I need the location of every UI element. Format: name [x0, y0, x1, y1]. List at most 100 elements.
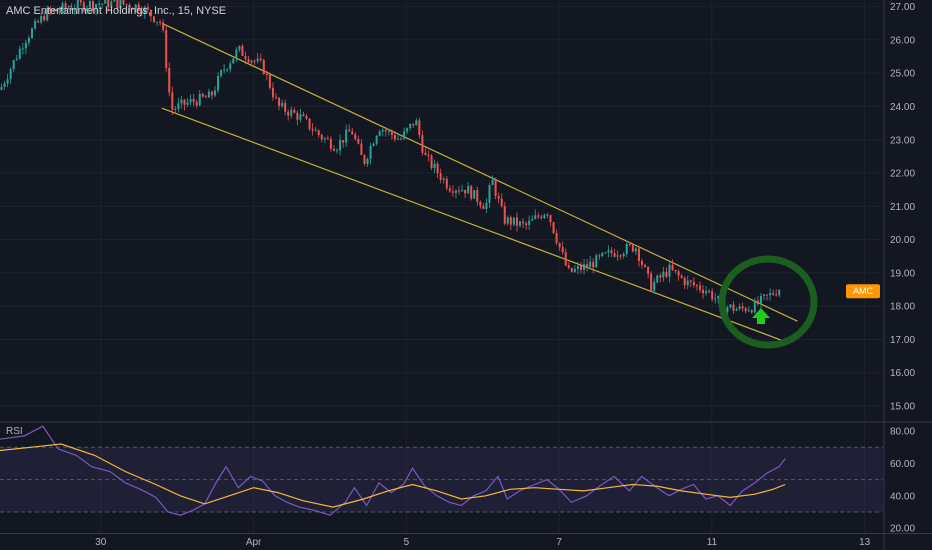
- candle-body: [601, 252, 604, 257]
- candle-body: [522, 221, 525, 224]
- candle-body: [128, 4, 131, 9]
- candle-body: [171, 92, 174, 110]
- candle-body: [250, 60, 253, 63]
- candle-body: [339, 140, 342, 151]
- candle-body: [290, 109, 293, 116]
- candle-body: [131, 8, 134, 10]
- candle-body: [119, 0, 122, 9]
- candle-body: [125, 4, 128, 6]
- candle-body: [497, 196, 500, 199]
- candle-body: [12, 60, 15, 70]
- candle-body: [9, 69, 12, 80]
- candle-body: [15, 58, 18, 61]
- candle-body: [451, 191, 454, 193]
- candle-body: [442, 178, 445, 180]
- candle-body: [515, 217, 518, 226]
- candle-body: [6, 79, 9, 84]
- candle-body: [275, 97, 277, 99]
- candle-body: [314, 130, 317, 132]
- candle-body: [637, 248, 640, 262]
- candle-body: [485, 202, 488, 209]
- price-tick-label: 25.00: [890, 69, 915, 80]
- candle-body: [686, 280, 689, 286]
- candle-body: [180, 99, 183, 104]
- rsi-tick-label: 40.00: [890, 491, 915, 502]
- candle-body: [357, 138, 360, 144]
- price-tick-label: 17.00: [890, 335, 915, 346]
- candle-body: [168, 67, 171, 93]
- up-arrow-icon: [752, 308, 770, 324]
- candle-body: [573, 268, 576, 272]
- candle-body: [256, 58, 259, 62]
- candle-body: [226, 69, 229, 71]
- candle-body: [369, 146, 372, 159]
- candle-body: [387, 130, 390, 132]
- rsi-tick-label: 80.00: [890, 427, 915, 438]
- candle-body: [381, 129, 384, 132]
- candle-body: [482, 205, 485, 209]
- candle-body: [210, 91, 213, 96]
- candle-body: [552, 222, 555, 234]
- candle-body: [698, 285, 701, 290]
- price-tick-label: 18.00: [890, 302, 915, 313]
- price-tick-label: 24.00: [890, 102, 915, 113]
- candle-body: [537, 215, 540, 217]
- candle-body: [110, 1, 113, 8]
- candle-body: [528, 220, 531, 226]
- candle-body: [415, 120, 418, 126]
- candle-body: [705, 290, 708, 294]
- candle-body: [46, 8, 49, 21]
- candle-body: [458, 190, 460, 192]
- candle-body: [427, 155, 430, 157]
- candle-body: [40, 15, 43, 23]
- candle-body: [543, 214, 546, 219]
- candle-body: [540, 216, 543, 219]
- channel-upper-line: [161, 22, 798, 322]
- candle-body: [384, 129, 387, 132]
- rsi-label: RSI: [6, 426, 23, 437]
- candle-body: [207, 91, 210, 98]
- candle-body: [592, 261, 595, 268]
- candle-body: [332, 148, 335, 151]
- candle-body: [363, 155, 366, 164]
- candle-body: [58, 10, 61, 12]
- candle-body: [153, 16, 155, 22]
- candle-body: [680, 275, 683, 278]
- candle-body: [595, 255, 598, 268]
- price-tick-label: 20.00: [890, 235, 915, 246]
- candle-body: [766, 294, 769, 296]
- candle-body: [156, 21, 159, 23]
- x-tick-label: 11: [707, 537, 718, 548]
- price-channel: [161, 22, 798, 344]
- rsi-ma-line: [0, 443, 786, 508]
- candle-body: [244, 55, 247, 60]
- candle-body: [622, 253, 625, 257]
- candle-body: [18, 48, 21, 59]
- candle-body: [198, 93, 201, 106]
- candle-body: [403, 131, 406, 139]
- x-tick-label: 30: [95, 537, 107, 548]
- candle-body: [473, 190, 476, 199]
- candle-body: [79, 0, 82, 3]
- candle-body: [625, 243, 628, 254]
- candle-body: [750, 310, 753, 313]
- x-tick-label: 5: [404, 537, 410, 548]
- candle-body: [589, 261, 592, 268]
- candle-body: [586, 264, 589, 268]
- candle-body: [278, 97, 281, 106]
- price-tick-label: 22.00: [890, 169, 915, 180]
- candle-body: [134, 4, 137, 10]
- candle-body: [140, 10, 143, 14]
- candle-body: [689, 280, 692, 282]
- x-tick-label: Apr: [246, 537, 262, 548]
- candle-body: [708, 290, 711, 292]
- candle-body: [238, 45, 241, 50]
- candle-body: [763, 294, 765, 296]
- highlight-circle: [718, 255, 818, 349]
- candle-body: [519, 221, 521, 226]
- candle-body: [177, 103, 180, 109]
- candle-body: [247, 59, 250, 63]
- candle-body: [95, 4, 98, 10]
- candle-body: [311, 128, 314, 131]
